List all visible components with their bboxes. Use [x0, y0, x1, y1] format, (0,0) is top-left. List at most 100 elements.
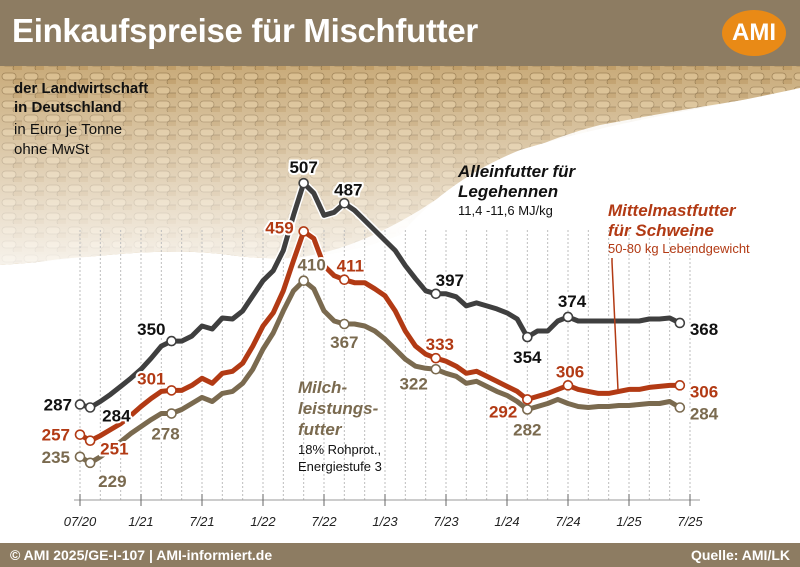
data-point-legehennen — [430, 288, 442, 300]
data-label-milch: 367 — [330, 333, 358, 352]
data-label-legehennen: 368 — [690, 320, 718, 339]
x-tick-label: 7/21 — [189, 514, 214, 529]
x-tick-label: 1/24 — [494, 514, 519, 529]
legend-schweine-line-2: für Schweine — [608, 221, 714, 240]
legend-milch-note-1: 18% Rohprot., — [298, 442, 381, 457]
legend-schweine-note: 50-80 kg Lebendgewicht — [608, 241, 750, 256]
data-label-halo-milch: 282 — [513, 421, 541, 440]
data-point-schweine — [430, 352, 442, 364]
data-label-halo-legehennen: 354 — [513, 348, 542, 367]
data-label-schweine: 306 — [690, 382, 718, 401]
x-axis: 07/20 1/21 7/21 1/22 7/22 1/23 7/23 1/24 7/24 1/2… — [64, 494, 703, 529]
data-point-milch — [522, 404, 533, 415]
data-point-legehennen — [562, 311, 574, 323]
data-label-milch: 284 — [690, 404, 719, 423]
data-point-milch — [166, 408, 177, 419]
data-label-legehennen: 487 — [334, 180, 362, 199]
data-point-milch — [84, 457, 96, 469]
subtitle-line-4: ohne MwSt — [14, 141, 90, 158]
x-tick-label: 7/24 — [555, 514, 580, 529]
series-line-legehennen — [77, 180, 683, 410]
data-label-schweine: 333 — [426, 335, 454, 354]
data-label-halo-legehennen: 374 — [558, 292, 587, 311]
pellet-photo-fade — [0, 66, 800, 265]
data-label-schweine: 292 — [489, 402, 517, 421]
data-label-schweine: 459 — [265, 218, 293, 237]
data-label-schweine: 257 — [42, 426, 70, 445]
chart-title: Einkaufspreise für Mischfutter — [12, 12, 478, 49]
series-lines — [76, 179, 684, 467]
data-label-halo-milch: 278 — [151, 425, 179, 444]
data-label-legehennen: 374 — [558, 292, 587, 311]
data-label-halo-schweine: 306 — [690, 382, 718, 401]
title-bar: Einkaufspreise für Mischfutter AMI — [0, 0, 800, 66]
data-label-halo-schweine: 306 — [556, 362, 584, 381]
data-point-schweine — [298, 226, 309, 237]
legend-schweine-pointer — [611, 258, 619, 391]
data-point-legehennen — [522, 331, 533, 343]
grid-lines — [79, 230, 691, 500]
legend-milch-line-2: leistungs- — [298, 399, 379, 418]
data-label-milch: 229 — [98, 472, 126, 491]
legend-legehennen-line-1: Alleinfutter für — [457, 162, 576, 181]
series-line-schweine — [77, 228, 683, 444]
legend-milch-note-2: Energiestufe 3 — [298, 459, 382, 474]
data-point-schweine — [522, 394, 533, 405]
data-label-halo-legehennen: 350 — [137, 320, 165, 339]
data-label-schweine: 251 — [100, 440, 128, 459]
data-point-schweine — [166, 385, 177, 396]
legend-legehennen-note: 11,4 -11,6 MJ/kg — [458, 203, 553, 218]
data-point-schweine — [74, 429, 86, 440]
data-label-schweine: 306 — [556, 362, 584, 381]
data-point-legehennen — [339, 197, 350, 209]
legend-legehennen-line-2: Legehennen — [458, 182, 558, 201]
data-label-legehennen: 397 — [436, 271, 464, 290]
subtitle-line-2: in Deutschland — [14, 99, 122, 116]
data-labels: 2352352292292782784104103673673223222822… — [40, 156, 721, 493]
data-label-halo-milch: 410 — [297, 256, 325, 275]
data-label-halo-milch: 322 — [399, 374, 427, 393]
x-tick-label: 1/22 — [250, 514, 276, 529]
footer-source: Quelle: AMI/LK — [690, 547, 790, 563]
subtitle-line-1: der Landwirtschaft — [14, 80, 148, 97]
data-label-halo-milch: 284 — [690, 404, 719, 423]
legend-schweine-line-1: Mittelmastfutter — [608, 201, 737, 220]
series-line-milch — [77, 278, 683, 466]
data-label-schweine: 301 — [137, 369, 165, 388]
data-point-legehennen — [84, 402, 96, 413]
legend-milch-line-1: Milch- — [298, 378, 347, 397]
data-label-halo-legehennen: 284 — [102, 406, 131, 425]
data-label-legehennen: 287 — [44, 395, 72, 414]
data-point-schweine — [84, 435, 96, 446]
data-label-legehennen: 507 — [289, 158, 317, 177]
data-point-milch — [674, 402, 686, 413]
data-point-legehennen — [166, 335, 177, 347]
photo-wave-edge — [0, 92, 800, 280]
x-tick-label: 7/22 — [311, 514, 337, 529]
data-point-milch — [74, 451, 86, 463]
data-label-halo-legehennen: 287 — [44, 395, 72, 414]
footer-bar: © AMI 2025/GE-I-107 | AMI-informiert.de … — [0, 543, 800, 567]
x-tick-label: 1/23 — [372, 514, 398, 529]
data-label-legehennen: 354 — [513, 348, 542, 367]
data-point-legehennen — [674, 317, 686, 329]
x-tick-label: 1/21 — [128, 514, 153, 529]
data-label-milch: 410 — [297, 256, 325, 275]
data-point-legehennen — [74, 399, 86, 410]
x-tick-label: 7/25 — [677, 514, 703, 529]
data-label-schweine: 411 — [337, 257, 364, 276]
data-label-milch: 235 — [42, 448, 70, 467]
x-tick-label: 07/20 — [64, 514, 97, 529]
data-point-milch — [430, 363, 442, 375]
data-point-milch — [298, 275, 309, 287]
data-label-halo-schweine: 459 — [265, 218, 293, 237]
x-tick-label: 7/23 — [433, 514, 459, 529]
series-markers — [74, 177, 686, 469]
x-tick-label: 1/25 — [616, 514, 642, 529]
data-label-halo-milch: 367 — [330, 333, 358, 352]
data-label-halo-milch: 235 — [42, 448, 70, 467]
subtitle-line-3: in Euro je Tonne — [14, 121, 122, 138]
data-label-halo-milch: 229 — [98, 472, 126, 491]
